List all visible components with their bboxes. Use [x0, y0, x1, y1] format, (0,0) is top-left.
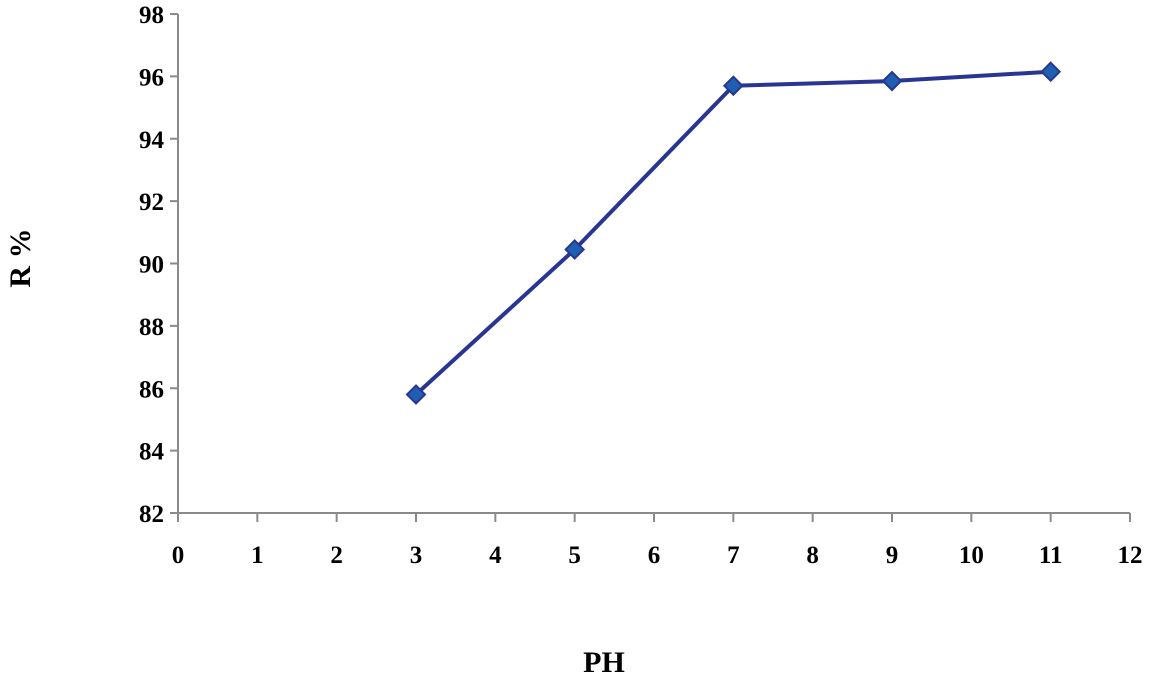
y-tick-label: 86 [139, 376, 164, 403]
x-tick-label: 2 [330, 542, 343, 569]
y-tick-label: 88 [139, 314, 164, 341]
y-tick-label: 94 [139, 127, 165, 154]
x-tick-label: 3 [410, 542, 423, 569]
series-line [414, 69, 1053, 397]
y-tick-label: 84 [139, 439, 165, 466]
data-point-marker [1040, 61, 1062, 83]
x-tick-label: 0 [172, 542, 185, 569]
data-point-marker [881, 70, 903, 92]
x-tick-label: 8 [806, 542, 819, 569]
x-tick-label: 5 [568, 542, 581, 569]
x-tick-label: 10 [959, 542, 984, 569]
x-tick-label: 4 [489, 542, 502, 569]
y-tick-label: 92 [139, 189, 164, 216]
x-tick-label: 11 [1039, 542, 1063, 569]
data-point-marker [722, 75, 744, 97]
y-tick-label: 96 [139, 64, 164, 91]
x-axis-ticks: 0 1 2 3 4 5 6 7 8 9 10 11 12 [172, 513, 1143, 569]
x-axis-title: PH [583, 646, 625, 677]
y-tick-label: 90 [139, 252, 164, 279]
x-tick-label: 6 [648, 542, 661, 569]
data-series [405, 61, 1062, 405]
x-tick-label: 12 [1118, 542, 1143, 569]
y-tick-label: 82 [139, 501, 164, 528]
x-tick-label: 9 [886, 542, 899, 569]
data-point-marker [405, 384, 427, 405]
x-tick-label: 7 [727, 542, 740, 569]
y-axis-ticks: 82 84 86 88 90 92 94 96 98 [139, 2, 178, 528]
data-point-marker [564, 239, 586, 260]
x-tick-label: 1 [251, 542, 264, 569]
y-axis-title: R % [4, 228, 37, 287]
y-tick-label: 98 [139, 2, 164, 29]
